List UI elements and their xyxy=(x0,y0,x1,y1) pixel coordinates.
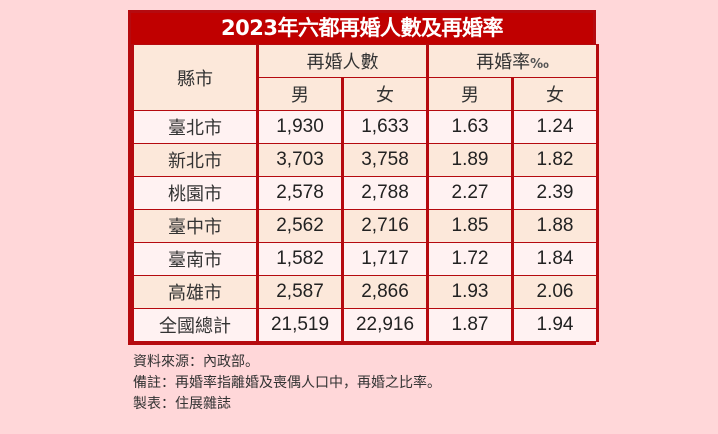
rate-male-cell: 1.85 xyxy=(426,209,514,243)
rate-female-cell: 1.88 xyxy=(510,209,600,243)
count-male-cell: 2,578 xyxy=(256,176,344,210)
count-male-cell: 21,519 xyxy=(256,308,344,342)
maker-note: 製表：住展雜誌 xyxy=(133,396,231,412)
count-female-cell: 1,633 xyxy=(341,110,429,144)
rate-female-cell: 1.82 xyxy=(510,143,600,177)
city-cell: 高雄市 xyxy=(131,275,259,309)
count-male-cell: 2,562 xyxy=(256,209,344,243)
rate-male-cell: 1.93 xyxy=(426,275,514,309)
total-row: 全國總計 21,519 22,916 1.87 1.94 xyxy=(131,308,600,342)
rate-male-cell: 1.72 xyxy=(426,242,514,276)
table-row: 新北市 3,703 3,758 1.89 1.82 xyxy=(131,143,600,177)
total-label-cell: 全國總計 xyxy=(131,308,259,342)
city-cell: 新北市 xyxy=(131,143,259,177)
header-remarriage-count: 再婚人數 xyxy=(256,44,429,78)
count-male-cell: 1,582 xyxy=(256,242,344,276)
remark-note: 備註：再婚率指離婚及喪偶人口中，再婚之比率。 xyxy=(133,375,441,391)
footnotes: 資料來源：內政部。 備註：再婚率指離婚及喪偶人口中，再婚之比率。 製表：住展雜誌 xyxy=(133,352,441,415)
city-cell: 桃園市 xyxy=(131,176,259,210)
header-rate-label: 再婚率 xyxy=(476,52,531,73)
count-female-cell: 1,717 xyxy=(341,242,429,276)
count-male-cell: 1,930 xyxy=(256,110,344,144)
table-row: 臺北市 1,930 1,633 1.63 1.24 xyxy=(131,110,600,144)
header-remarriage-rate: 再婚率‰ xyxy=(425,44,600,78)
rate-female-cell: 2.39 xyxy=(510,176,600,210)
header-count-female: 女 xyxy=(341,77,429,111)
city-cell: 臺北市 xyxy=(131,110,259,144)
rate-female-cell: 1.24 xyxy=(510,110,600,144)
count-female-cell: 2,716 xyxy=(341,209,429,243)
city-cell: 臺中市 xyxy=(131,209,259,243)
rate-male-cell: 1.63 xyxy=(426,110,514,144)
table-title: 2023年六都再婚人數及再婚率 xyxy=(131,13,593,44)
source-note: 資料來源：內政部。 xyxy=(133,354,259,370)
data-table: 縣市 再婚人數 再婚率‰ 男 女 男 女 臺北市 1,930 1,633 1.6… xyxy=(131,44,600,342)
remarriage-table: 2023年六都再婚人數及再婚率 縣市 再婚人數 再婚率‰ 男 女 男 女 臺 xyxy=(128,10,600,345)
count-female-cell: 3,758 xyxy=(341,143,429,177)
rate-female-cell: 1.84 xyxy=(510,242,600,276)
count-female-cell: 22,916 xyxy=(341,308,429,342)
rate-male-cell: 2.27 xyxy=(426,176,514,210)
table-row: 桃園市 2,578 2,788 2.27 2.39 xyxy=(131,176,600,210)
table-row: 臺中市 2,562 2,716 1.85 1.88 xyxy=(131,209,600,243)
permil-unit: ‰ xyxy=(530,57,549,72)
rate-male-cell: 1.87 xyxy=(426,308,514,342)
rate-female-cell: 1.94 xyxy=(510,308,600,342)
rate-female-cell: 2.06 xyxy=(510,275,600,309)
count-male-cell: 3,703 xyxy=(256,143,344,177)
rate-male-cell: 1.89 xyxy=(426,143,514,177)
table-row: 臺南市 1,582 1,717 1.72 1.84 xyxy=(131,242,600,276)
header-rate-male: 男 xyxy=(426,77,514,111)
count-female-cell: 2,788 xyxy=(341,176,429,210)
city-cell: 臺南市 xyxy=(131,242,259,276)
header-count-male: 男 xyxy=(256,77,344,111)
table-row: 高雄市 2,587 2,866 1.93 2.06 xyxy=(131,275,600,309)
header-city: 縣市 xyxy=(131,44,259,111)
count-male-cell: 2,587 xyxy=(256,275,344,309)
header-rate-female: 女 xyxy=(510,77,600,111)
count-female-cell: 2,866 xyxy=(341,275,429,309)
